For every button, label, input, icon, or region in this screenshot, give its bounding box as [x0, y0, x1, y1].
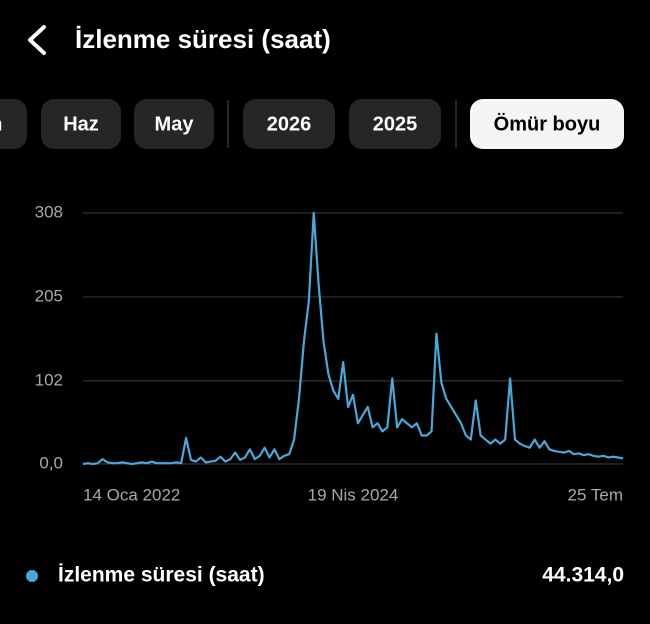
page-title: İzlenme süresi (saat): [75, 24, 331, 54]
y-tick-label: 0,0: [39, 453, 63, 472]
data-line: [82, 211, 624, 466]
y-tick-label: 102: [35, 370, 63, 389]
chip-background[interactable]: [134, 99, 214, 149]
filter-chip[interactable]: 2026: [243, 99, 335, 149]
filter-chip[interactable]: May: [134, 99, 214, 149]
chip-background[interactable]: [0, 99, 27, 149]
chip-label[interactable]: Haz: [63, 113, 99, 135]
filter-chip[interactable]: 2025: [349, 99, 441, 149]
x-tick-label: 19 Nis 2024: [308, 485, 399, 504]
chip-background[interactable]: [243, 99, 335, 149]
chart: 0,0 102 205 308 14 Oca 2022 19 Nis 2024 25 Tem: [35, 202, 624, 504]
chip-label[interactable]: 2026: [267, 113, 312, 135]
x-tick-label: 25 Tem: [568, 485, 623, 504]
chip-label[interactable]: m: [0, 113, 2, 135]
filter-chip[interactable]: m: [0, 99, 27, 149]
chip-background[interactable]: [349, 99, 441, 149]
chip-background[interactable]: [41, 99, 121, 149]
y-tick-label: 205: [35, 286, 63, 305]
legend-marker: [26, 570, 38, 582]
chip-label[interactable]: Ömür boyu: [494, 112, 601, 135]
x-tick-label: 14 Oca 2022: [83, 485, 180, 504]
filter-chip[interactable]: Ömür boyu: [470, 99, 624, 149]
filter-chip[interactable]: Haz: [41, 99, 121, 149]
chip-background[interactable]: [470, 99, 624, 149]
total-value: 44.314,0: [542, 564, 624, 587]
y-tick-label: 308: [35, 202, 63, 221]
legend-label: İzlenme süresi (saat): [58, 564, 265, 587]
chip-label[interactable]: 2025: [373, 113, 418, 135]
filter-row: m Haz May 2026 2025 Ömür boyu: [0, 99, 624, 149]
chip-label[interactable]: May: [155, 113, 195, 135]
back-button[interactable]: [28, 25, 46, 55]
